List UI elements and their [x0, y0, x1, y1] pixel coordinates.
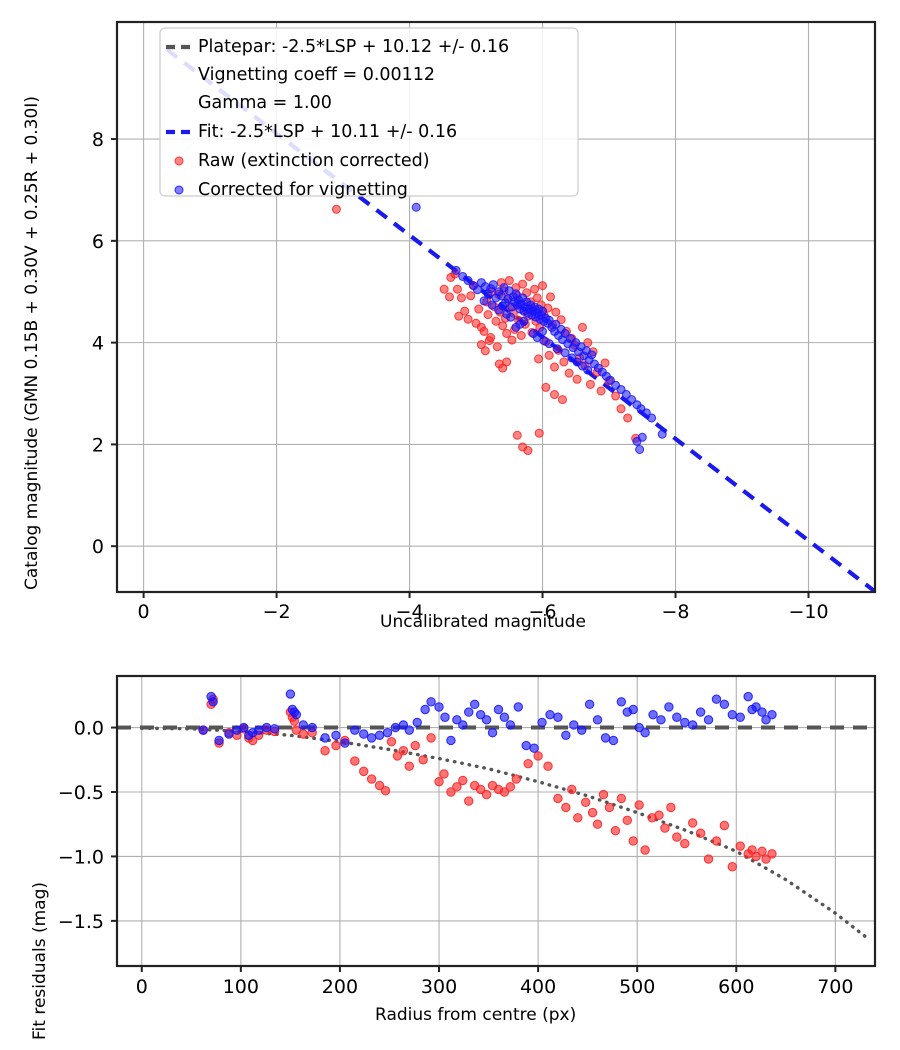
legend-dot-marker — [174, 185, 184, 195]
bottom-panel-xtick-label: 0 — [136, 976, 148, 998]
bottom-panel-ytick-label: −1.5 — [58, 911, 104, 933]
bottom-panel-xtick-label: 500 — [619, 976, 655, 998]
vignetting-curve — [140, 726, 867, 939]
legend[interactable]: Platepar: -2.5*LSP + 10.12 +/- 0.16 Vigne… — [159, 27, 579, 200]
top-panel-ytick-label: 4 — [92, 333, 104, 355]
legend-label: Raw (extinction corrected) — [198, 151, 430, 171]
top-panel-ytick-label: 0 — [92, 536, 104, 558]
top-panel-axes-frame — [115, 20, 877, 594]
legend-entry-3[interactable]: Fit: -2.5*LSP + 10.11 +/- 0.16 — [166, 122, 457, 142]
bottom-panel-axes-frame — [115, 674, 877, 968]
top-panel-xtick-label: −8 — [662, 601, 690, 623]
legend-entry-1[interactable]: Vignetting coeff = 0.00112 — [198, 65, 435, 85]
top-panel-xtick-label: −4 — [396, 601, 424, 623]
legend-entry-0[interactable]: Platepar: -2.5*LSP + 10.12 +/- 0.16 — [166, 37, 509, 57]
legend-label: Corrected for vignetting — [198, 180, 408, 200]
top-panel-xtick-label: −2 — [263, 601, 291, 623]
top-panel-xtick-label: −10 — [788, 601, 828, 623]
legend-entry-5[interactable]: Corrected for vignetting — [174, 180, 408, 200]
top-panel-xtick-label: 0 — [138, 601, 150, 623]
legend-label: Fit: -2.5*LSP + 10.11 +/- 0.16 — [198, 122, 457, 142]
bottom-panel-y-axis-label: Fit residuals (mag) — [30, 882, 50, 1040]
panel-fit-residuals: Fit residuals (mag) Radius from centre (… — [0, 640, 900, 1050]
bottom-panel-xtick-label: 700 — [817, 976, 853, 998]
panel-photometric-calibration: Catalog magnitude (GMN 0.15B + 0.30V + 0… — [22, 20, 877, 632]
legend-label: Vignetting coeff = 0.00112 — [198, 65, 435, 85]
bottom-panel-xtick-label: 400 — [520, 976, 556, 998]
legend-entry-2[interactable]: Gamma = 1.00 — [198, 93, 332, 113]
legend-dot-marker — [174, 156, 184, 166]
bottom-panel-ytick-label: −0.5 — [58, 782, 104, 804]
bottom-panel-plot-area: 0 100 200 300 400 500 600 700 0.0 −0.5 −1.0 −1.5 — [58, 674, 877, 998]
legend-label: Gamma = 1.00 — [198, 93, 332, 113]
bottom-panel-xtick-label: 100 — [223, 976, 259, 998]
top-panel-ytick-label: 8 — [92, 129, 104, 151]
top-panel-plot-area: 0 −2 −4 −6 −8 −10 0 2 4 6 8 Platepar: -2.5*LSP + 10… — [92, 20, 877, 623]
bottom-panel-ytick-label: −1.0 — [58, 846, 104, 868]
top-panel-ticks: 0 −2 −4 −6 −8 −10 0 2 4 6 8 — [92, 129, 829, 623]
bottom-panel-xtick-label: 300 — [421, 976, 457, 998]
legend-entry-4[interactable]: Raw (extinction corrected) — [174, 151, 430, 171]
top-panel-xtick-label: −6 — [529, 601, 557, 623]
bottom-panel-ytick-label: 0.0 — [74, 718, 104, 740]
legend-label: Platepar: -2.5*LSP + 10.12 +/- 0.16 — [198, 37, 509, 57]
top-panel-y-axis-label: Catalog magnitude (GMN 0.15B + 0.30V + 0… — [22, 96, 42, 590]
bottom-panel-xtick-label: 600 — [718, 976, 754, 998]
scatter-series-corrected — [411, 202, 667, 454]
bottom-panel-xtick-label: 200 — [322, 976, 358, 998]
bottom-panel-x-axis-label: Radius from centre (px) — [375, 1005, 577, 1025]
residual-series-corrected — [198, 689, 777, 753]
top-panel-x-axis-label: Uncalibrated magnitude — [380, 612, 586, 632]
top-panel-ytick-label: 2 — [92, 434, 104, 456]
top-panel-ytick-label: 6 — [92, 231, 104, 253]
bottom-panel-ticks: 0 100 200 300 400 500 600 700 0.0 −0.5 −1.0 −1.5 — [58, 718, 854, 998]
